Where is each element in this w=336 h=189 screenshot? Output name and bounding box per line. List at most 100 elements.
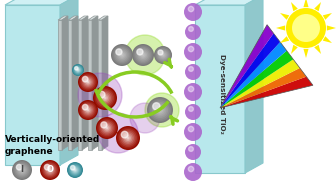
Circle shape (77, 68, 80, 71)
Text: I: I (20, 166, 24, 174)
Circle shape (83, 77, 93, 87)
Circle shape (19, 167, 25, 173)
Polygon shape (220, 25, 274, 108)
Circle shape (158, 50, 163, 55)
Circle shape (126, 136, 129, 139)
Polygon shape (5, 0, 78, 5)
Text: Dye-sensitized TiO₂: Dye-sensitized TiO₂ (219, 54, 225, 134)
Circle shape (184, 123, 202, 141)
Circle shape (160, 52, 166, 58)
Circle shape (185, 24, 201, 40)
Polygon shape (98, 20, 102, 150)
Polygon shape (314, 45, 321, 54)
Circle shape (87, 81, 89, 83)
Circle shape (78, 72, 98, 92)
Text: O: O (46, 166, 53, 174)
Polygon shape (68, 16, 78, 20)
Circle shape (93, 86, 117, 110)
Circle shape (81, 74, 95, 90)
Circle shape (16, 164, 28, 176)
Circle shape (82, 104, 94, 116)
Circle shape (157, 107, 163, 113)
Circle shape (101, 122, 107, 128)
Circle shape (77, 69, 79, 71)
Circle shape (75, 67, 81, 73)
Circle shape (103, 97, 107, 99)
Polygon shape (62, 16, 68, 150)
Circle shape (121, 131, 128, 138)
Circle shape (125, 135, 131, 141)
Circle shape (98, 91, 105, 98)
Circle shape (121, 54, 123, 56)
Circle shape (130, 103, 160, 133)
Circle shape (122, 132, 134, 144)
Circle shape (157, 49, 169, 61)
Circle shape (154, 46, 172, 64)
Circle shape (154, 104, 167, 116)
Circle shape (145, 93, 179, 127)
Circle shape (124, 133, 132, 143)
Polygon shape (280, 13, 289, 20)
Circle shape (112, 45, 132, 65)
Polygon shape (58, 20, 62, 150)
Polygon shape (82, 16, 88, 150)
Circle shape (184, 3, 202, 21)
Circle shape (67, 162, 83, 178)
Circle shape (13, 161, 31, 179)
Circle shape (133, 45, 153, 65)
Circle shape (147, 97, 173, 123)
Polygon shape (5, 5, 60, 165)
Circle shape (75, 67, 78, 70)
Circle shape (188, 147, 194, 151)
Circle shape (137, 49, 143, 55)
Circle shape (185, 64, 201, 80)
Circle shape (44, 164, 50, 170)
Circle shape (85, 108, 90, 112)
Circle shape (286, 8, 326, 48)
Circle shape (142, 54, 144, 56)
Circle shape (72, 167, 78, 173)
Circle shape (188, 27, 194, 31)
Polygon shape (220, 51, 293, 108)
Circle shape (44, 164, 56, 176)
Polygon shape (323, 36, 332, 43)
Polygon shape (195, 5, 245, 173)
Circle shape (188, 166, 194, 172)
Circle shape (185, 144, 201, 160)
Circle shape (81, 102, 95, 118)
Polygon shape (102, 16, 108, 150)
Circle shape (118, 128, 138, 149)
Circle shape (119, 129, 137, 147)
Polygon shape (78, 20, 82, 150)
Circle shape (150, 100, 170, 120)
Circle shape (99, 92, 111, 104)
Circle shape (103, 124, 111, 132)
Circle shape (159, 50, 168, 60)
Circle shape (94, 88, 116, 108)
Circle shape (156, 48, 170, 62)
Circle shape (185, 104, 201, 120)
Circle shape (132, 44, 154, 66)
Polygon shape (327, 26, 336, 31)
Polygon shape (291, 2, 298, 11)
Circle shape (121, 130, 135, 146)
Polygon shape (323, 13, 332, 20)
Circle shape (83, 105, 93, 115)
Circle shape (74, 66, 82, 74)
Polygon shape (88, 20, 92, 150)
Circle shape (292, 14, 320, 42)
Circle shape (79, 101, 97, 119)
Circle shape (117, 50, 127, 60)
Circle shape (152, 102, 168, 118)
Polygon shape (220, 77, 313, 108)
Circle shape (98, 113, 138, 153)
Circle shape (135, 47, 151, 63)
Circle shape (41, 161, 59, 179)
Circle shape (78, 73, 122, 117)
Circle shape (96, 89, 114, 107)
Circle shape (71, 166, 79, 174)
Polygon shape (220, 33, 280, 108)
Circle shape (111, 44, 133, 66)
Circle shape (69, 164, 81, 176)
Circle shape (136, 48, 150, 62)
